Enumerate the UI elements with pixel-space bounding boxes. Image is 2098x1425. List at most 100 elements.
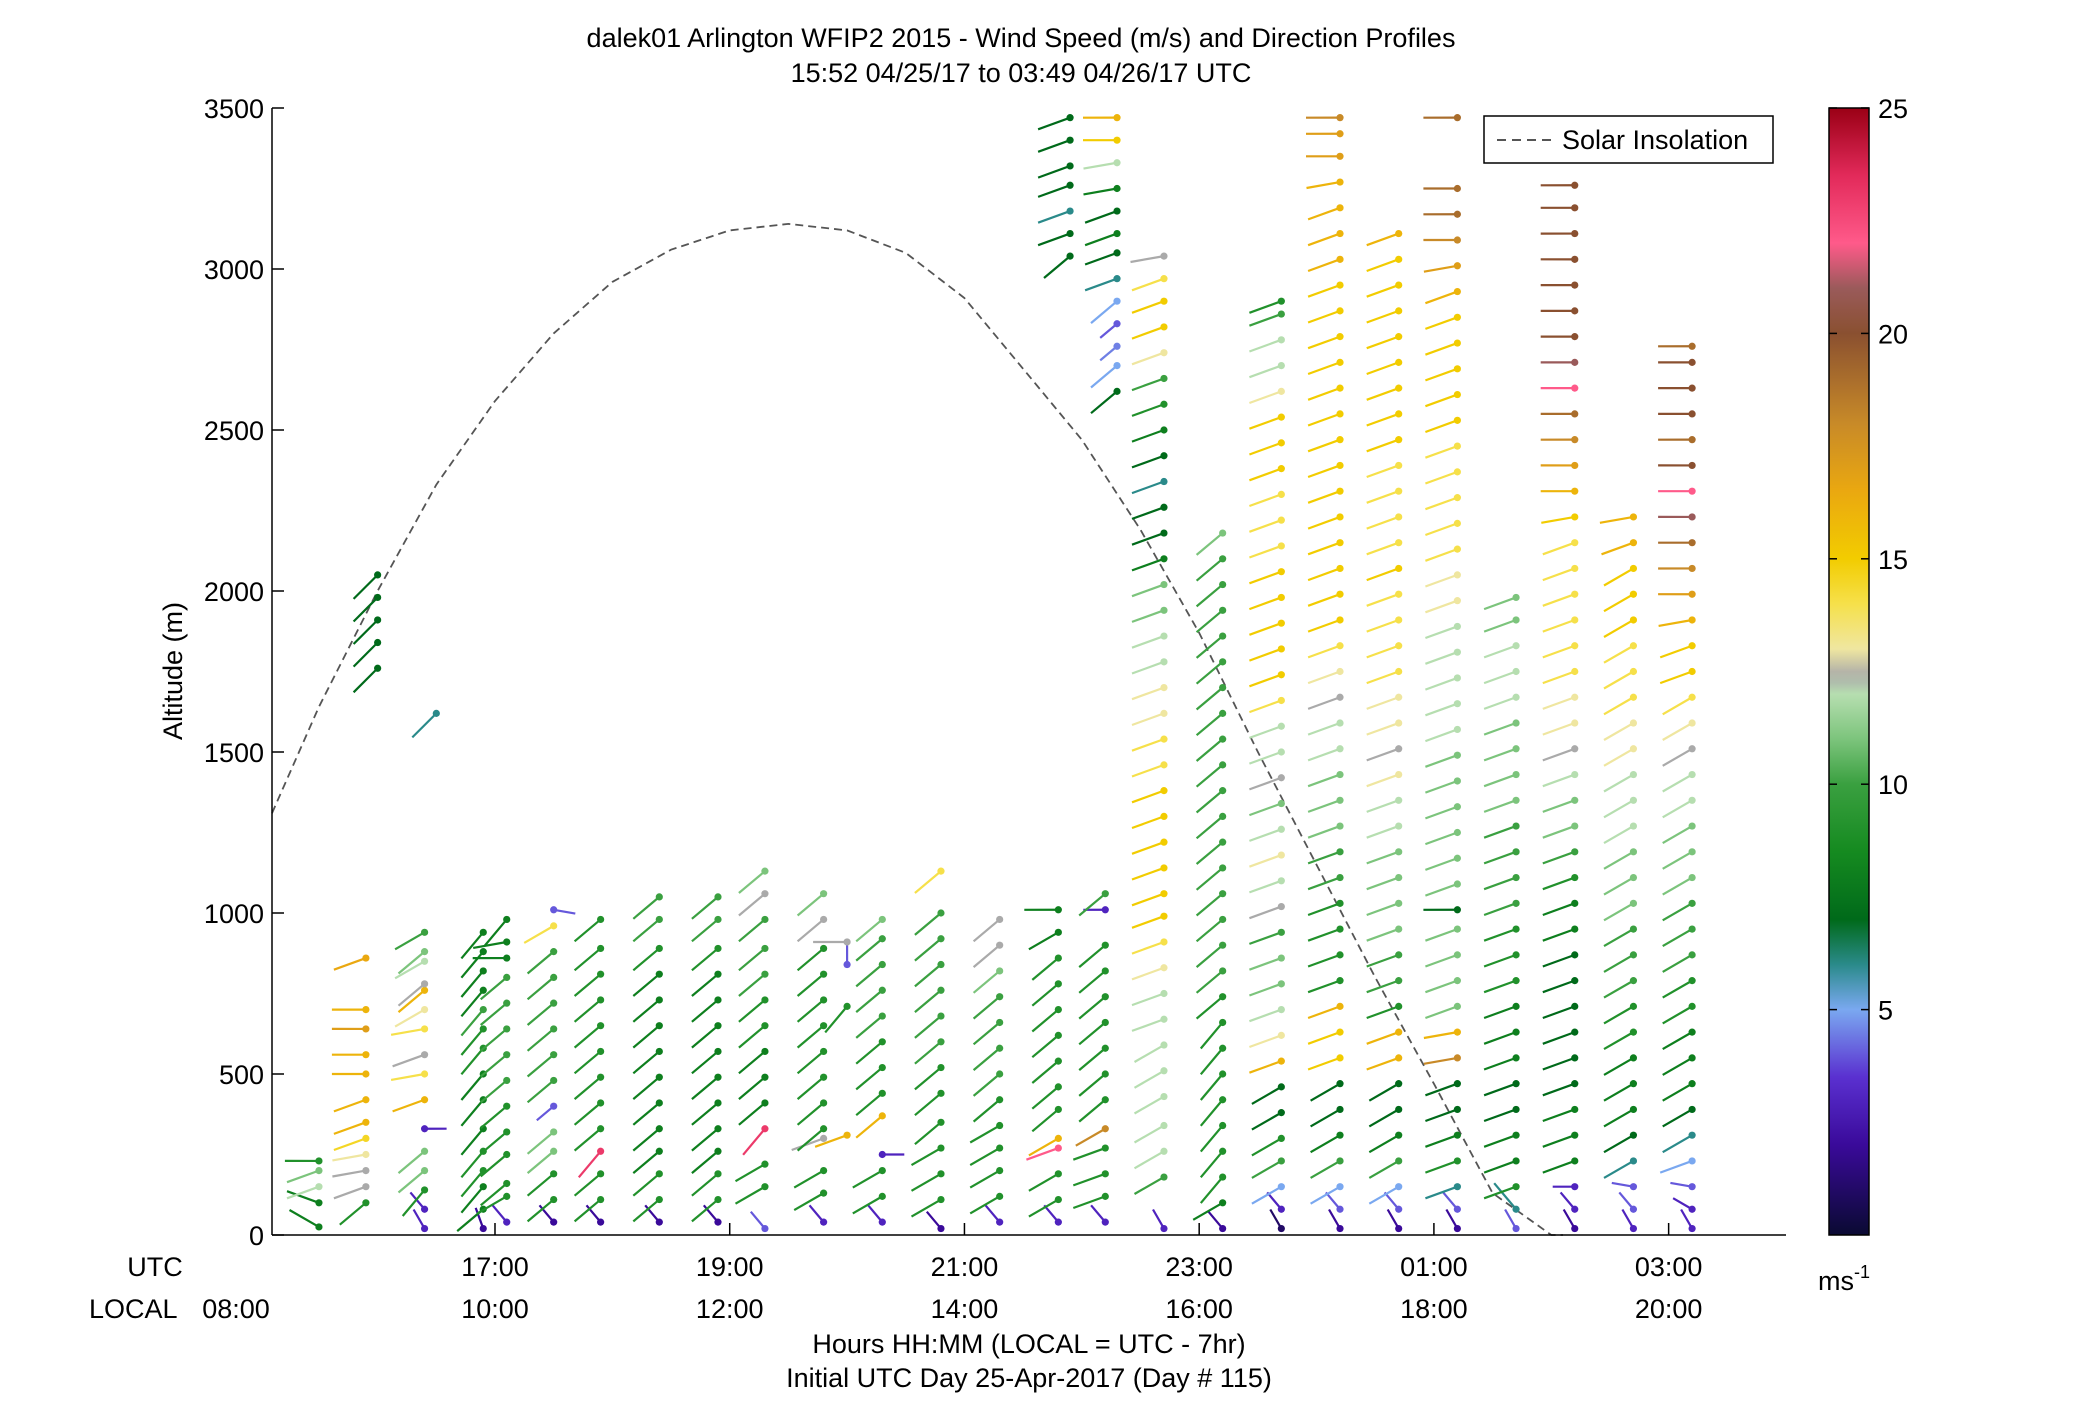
wind-barb-point: [1277, 774, 1285, 782]
wind-barb-staff: [526, 1172, 555, 1197]
wind-barb-point: [550, 973, 558, 982]
wind-barb-staff: [1603, 1134, 1634, 1154]
wind-barb-staff: [339, 1201, 367, 1226]
wind-barb-staff: [910, 1172, 942, 1192]
wind-barb-staff: [1662, 902, 1693, 922]
wind-barb-point: [420, 948, 429, 956]
wind-profile-column: [331, 954, 370, 1226]
wind-barb-point: [1688, 977, 1696, 985]
wind-barb-staff: [1542, 773, 1576, 788]
wind-barb-staff: [1611, 1181, 1634, 1188]
wind-barb-staff: [394, 931, 426, 951]
wind-barb-staff: [1307, 515, 1341, 530]
wind-barb-point: [996, 1018, 1004, 1027]
wind-barb-point: [878, 935, 886, 943]
wind-barb-point: [1395, 307, 1403, 315]
wind-barb-point: [996, 1070, 1004, 1078]
wind-barb-staff: [972, 1073, 1001, 1097]
wind-barb-point: [1219, 735, 1227, 743]
wind-barb-point: [1336, 951, 1344, 959]
wind-barb-point: [1571, 307, 1579, 315]
wind-barb-point: [937, 1012, 945, 1020]
wind-barb-staff: [691, 1127, 719, 1152]
x-tick-label-utc: 01:00: [1400, 1252, 1468, 1282]
wind-barb-point: [503, 915, 511, 924]
wind-barb-staff: [1195, 764, 1224, 788]
wind-barb-point: [597, 1022, 605, 1030]
wind-barb-staff: [1366, 232, 1400, 247]
wind-barb-point: [1101, 1044, 1109, 1052]
wind-barb-staff: [1483, 721, 1517, 736]
wind-barb-staff: [1249, 622, 1282, 636]
wind-profile-column: [1192, 529, 1227, 1233]
wind-barb-staff: [1366, 593, 1400, 607]
wind-barb-staff: [1310, 1108, 1341, 1128]
wind-barb-point: [1277, 619, 1285, 627]
wind-barb-point: [362, 1006, 370, 1014]
wind-barb-staff: [1542, 1056, 1576, 1071]
wind-barb-point: [1512, 1028, 1520, 1036]
wind-barb-staff: [734, 1163, 766, 1183]
wind-barb-point: [550, 1025, 558, 1033]
wind-barb-point: [1571, 719, 1579, 727]
plot-area: [271, 108, 1786, 1236]
wind-barb-point: [550, 1170, 558, 1178]
wind-barb-point: [1688, 358, 1696, 366]
wind-barb-staff: [1133, 1124, 1165, 1144]
wind-barb-staff: [1307, 284, 1341, 298]
wind-barb-point: [1629, 977, 1638, 985]
wind-barb-point: [1054, 1031, 1062, 1039]
wind-barb-staff: [479, 1028, 508, 1052]
wind-barb-staff: [1603, 619, 1634, 638]
wind-barb-staff: [808, 1204, 825, 1223]
wind-barb-staff: [1659, 670, 1693, 685]
wind-barb-staff: [1037, 184, 1071, 198]
wind-barb-point: [1453, 114, 1461, 122]
wind-barb-staff: [1249, 1060, 1282, 1074]
wind-barb-staff: [1483, 979, 1517, 994]
wind-barb-staff: [352, 667, 379, 694]
wind-barb-staff: [536, 1105, 555, 1122]
wind-barb-point: [1571, 1105, 1579, 1114]
wind-barb-staff: [1662, 850, 1693, 870]
wind-barb-point: [1688, 951, 1696, 959]
wind-barb-point: [1571, 642, 1579, 650]
wind-barb-point: [1629, 1205, 1638, 1213]
wind-barb-staff: [972, 1098, 1001, 1123]
wind-barb-point: [820, 890, 828, 898]
wind-barb-staff: [460, 989, 485, 1018]
wind-barb-staff: [691, 1150, 719, 1174]
wind-barb-point: [761, 867, 769, 875]
wind-barb-staff: [1542, 953, 1576, 968]
wind-barb-staff: [1249, 416, 1282, 430]
wind-barb-staff: [925, 1210, 942, 1230]
wind-barb-point: [761, 996, 769, 1004]
wind-barb-staff: [1131, 557, 1165, 572]
wind-barb-staff: [1307, 1031, 1341, 1045]
wind-barb-point: [597, 944, 605, 953]
wind-barb-staff: [1199, 1021, 1224, 1050]
wind-barb-staff: [1366, 515, 1400, 530]
wind-barb-point: [1453, 1157, 1461, 1165]
wind-barb-staff: [1618, 1191, 1635, 1210]
wind-barb-point: [1336, 487, 1344, 495]
wind-barb-staff: [1307, 618, 1341, 633]
wind-barb-staff: [397, 1150, 426, 1174]
wind-barb-staff: [526, 1028, 555, 1052]
wind-profile-column: [1658, 342, 1696, 1233]
wind-barb-point: [1336, 899, 1344, 907]
wind-barb-staff: [460, 1008, 485, 1037]
wind-barb-point: [878, 1192, 886, 1200]
utc-row-label: UTC: [127, 1252, 183, 1282]
wind-barb-staff: [411, 712, 438, 739]
wind-barb-point: [1277, 799, 1285, 808]
wind-barb-staff: [1131, 789, 1165, 804]
wind-barb-staff: [796, 892, 825, 917]
wind-barb-point: [1219, 967, 1227, 975]
wind-barb-point: [1395, 873, 1403, 882]
wind-barb-staff: [632, 1127, 661, 1152]
wind-barb-staff: [796, 947, 825, 972]
wind-barb-point: [420, 1125, 429, 1133]
wind-barb-point: [597, 1099, 605, 1107]
